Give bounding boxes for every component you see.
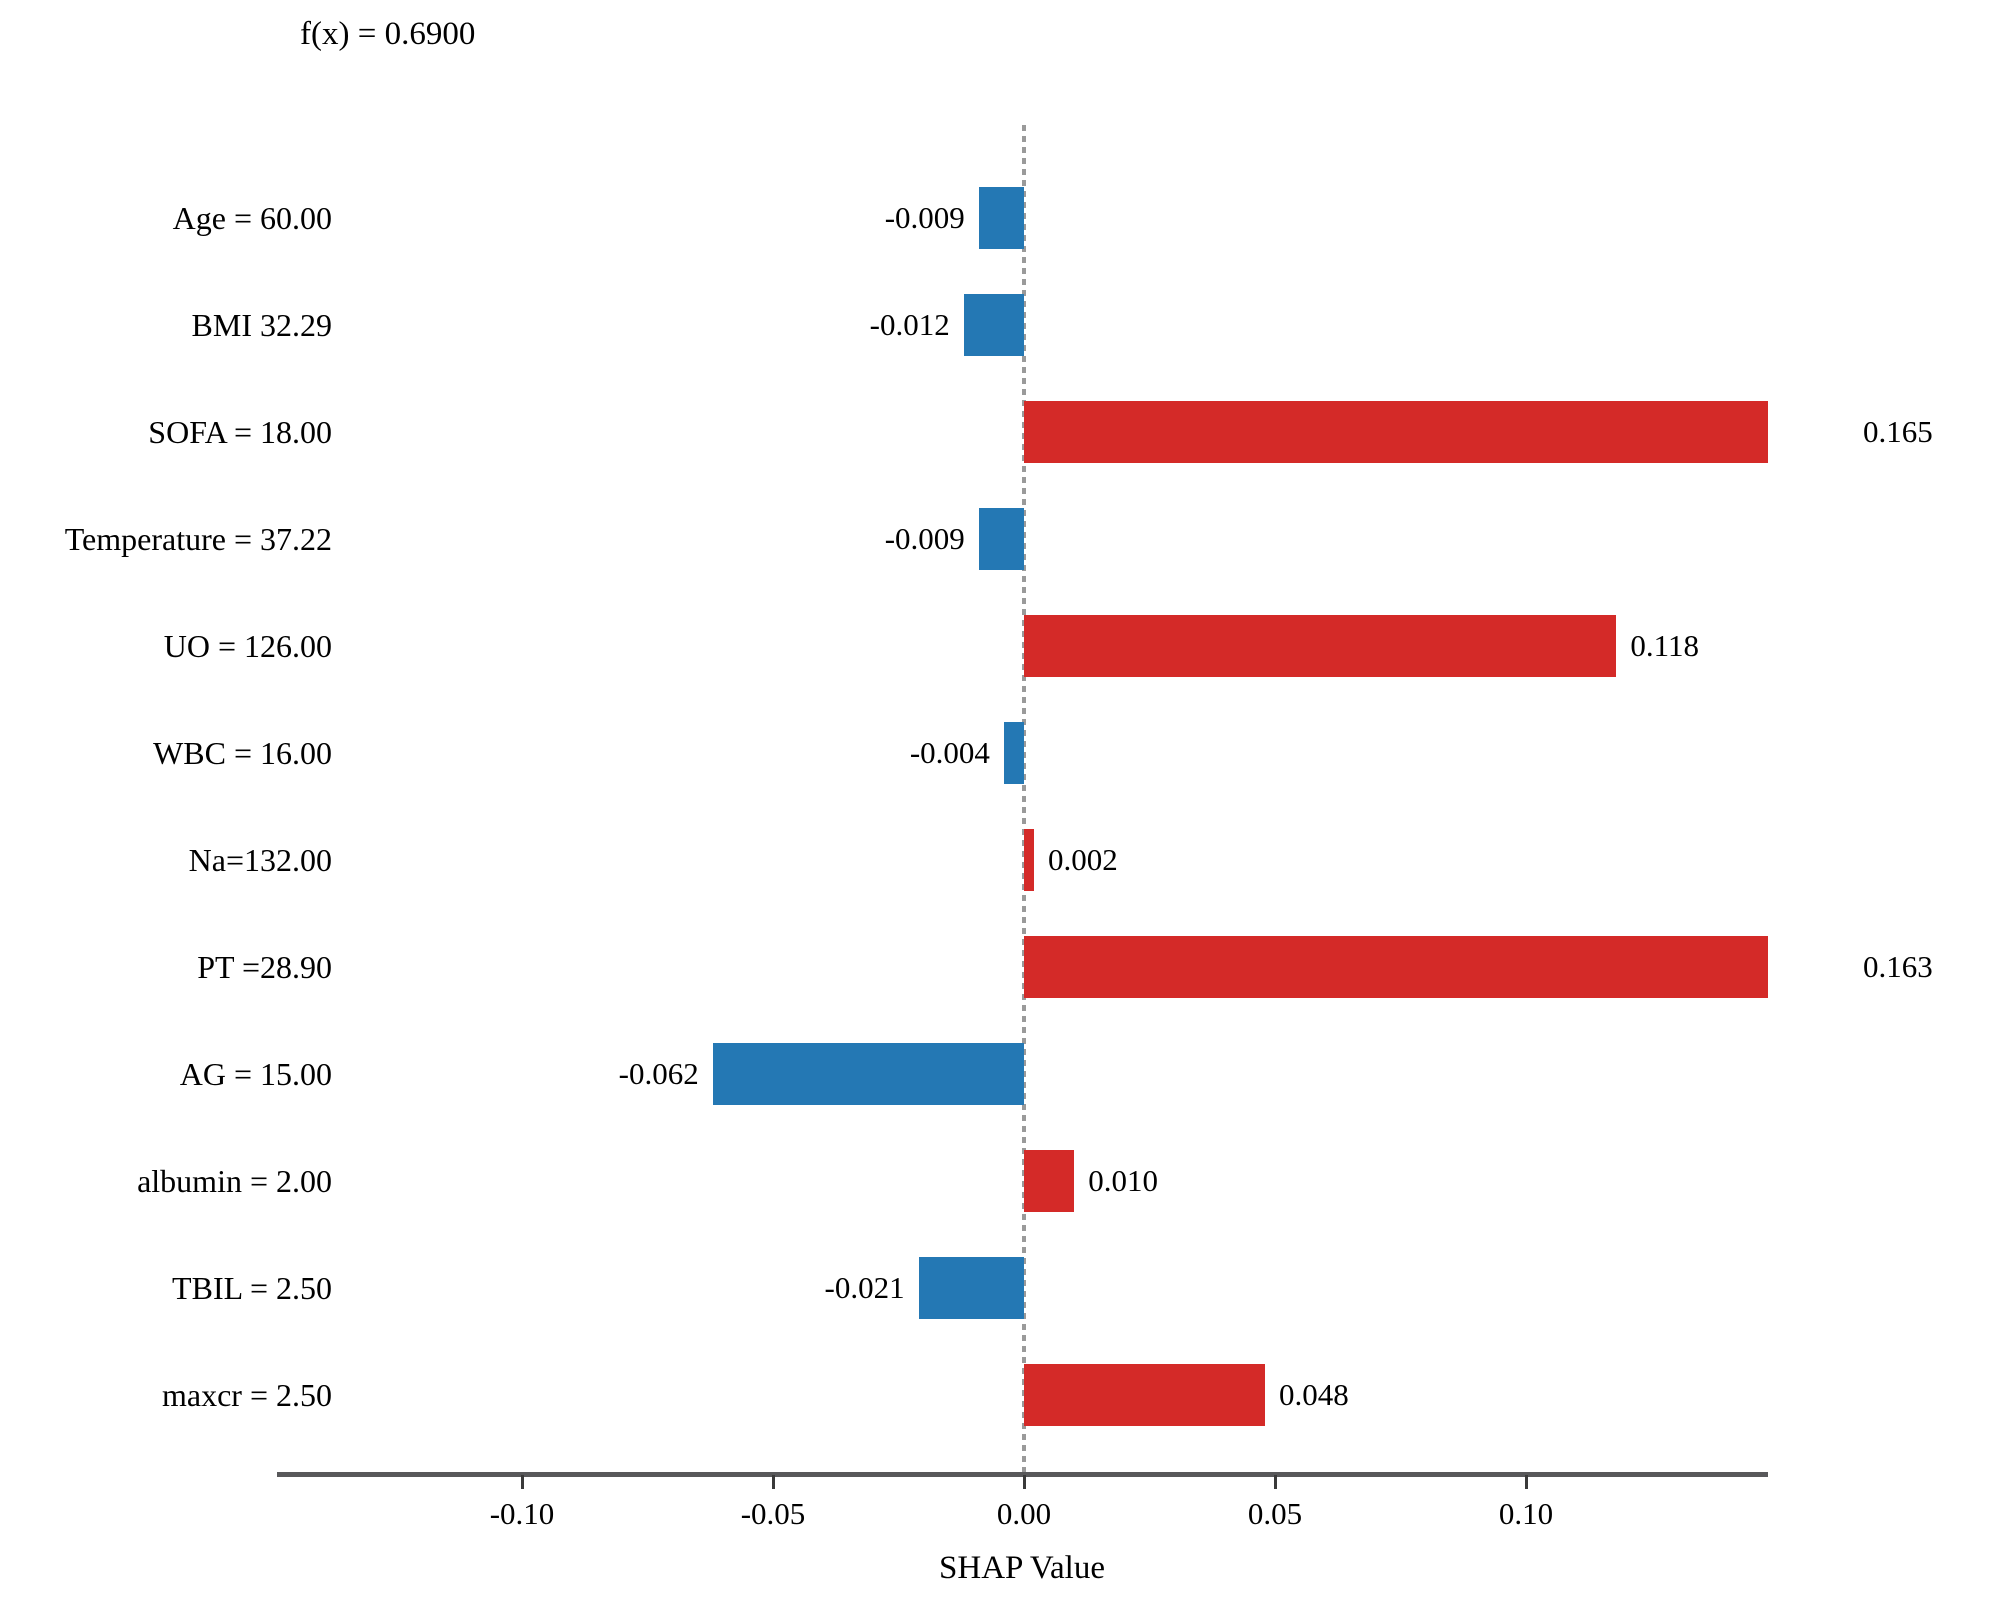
bar-value-label: 0.163 xyxy=(1863,949,1933,984)
feature-label: Age = 60.00 xyxy=(172,200,332,236)
feature-label: PT =28.90 xyxy=(197,949,332,985)
feature-label: Na=132.00 xyxy=(188,842,332,878)
negative-shap-bar xyxy=(978,508,1024,570)
chart-title: f(x) = 0.6900 xyxy=(300,16,476,52)
bar-value-label: 0.002 xyxy=(1048,842,1118,877)
x-tick-label: 0.10 xyxy=(1498,1496,1554,1531)
x-tick-label: 0.05 xyxy=(1247,1496,1303,1531)
negative-shap-bar xyxy=(712,1043,1024,1105)
x-tick-label: -0.10 xyxy=(489,1496,555,1531)
bar-value-label: 0.010 xyxy=(1088,1163,1158,1198)
feature-label: albumin = 2.00 xyxy=(137,1163,332,1199)
bar-value-label: -0.004 xyxy=(909,735,990,770)
feature-label: Temperature = 37.22 xyxy=(64,521,332,557)
x-tick-mark xyxy=(520,1475,524,1489)
positive-shap-bar xyxy=(1024,1364,1265,1426)
x-tick-mark xyxy=(771,1475,775,1489)
feature-label: BMI 32.29 xyxy=(191,307,332,343)
bar-value-label: -0.021 xyxy=(824,1270,905,1305)
feature-label: maxcr = 2.50 xyxy=(162,1377,332,1413)
x-tick-mark xyxy=(1273,1475,1277,1489)
positive-shap-bar xyxy=(1024,615,1617,677)
feature-label: WBC = 16.00 xyxy=(153,735,332,771)
x-tick-mark xyxy=(1022,1475,1026,1489)
bar-value-label: -0.009 xyxy=(884,521,965,556)
bar-value-label: 0.165 xyxy=(1863,414,1933,449)
negative-shap-bar xyxy=(978,187,1024,249)
negative-shap-bar xyxy=(963,294,1024,356)
negative-shap-bar xyxy=(1003,722,1024,784)
x-axis-title: SHAP Value xyxy=(939,1550,1105,1586)
positive-shap-bar xyxy=(1024,936,1768,998)
zero-baseline-dotted-line xyxy=(1022,125,1026,1475)
bar-value-label: -0.062 xyxy=(618,1056,699,1091)
x-tick-label: 0.00 xyxy=(996,1496,1052,1531)
x-tick-mark xyxy=(1524,1475,1528,1489)
negative-shap-bar xyxy=(918,1257,1024,1319)
feature-label: SOFA = 18.00 xyxy=(148,414,332,450)
bar-value-label: 0.118 xyxy=(1630,628,1699,663)
positive-shap-bar xyxy=(1024,829,1035,891)
bar-value-label: 0.048 xyxy=(1278,1377,1349,1412)
bar-value-label: -0.009 xyxy=(884,200,965,235)
x-axis-line xyxy=(277,1472,1768,1477)
feature-label: TBIL = 2.50 xyxy=(172,1270,332,1306)
feature-label: UO = 126.00 xyxy=(163,628,332,664)
feature-label: AG = 15.00 xyxy=(179,1056,332,1092)
bar-value-label: -0.012 xyxy=(869,307,950,342)
positive-shap-bar xyxy=(1024,401,1768,463)
x-tick-label: -0.05 xyxy=(740,1496,806,1531)
positive-shap-bar xyxy=(1024,1150,1075,1212)
